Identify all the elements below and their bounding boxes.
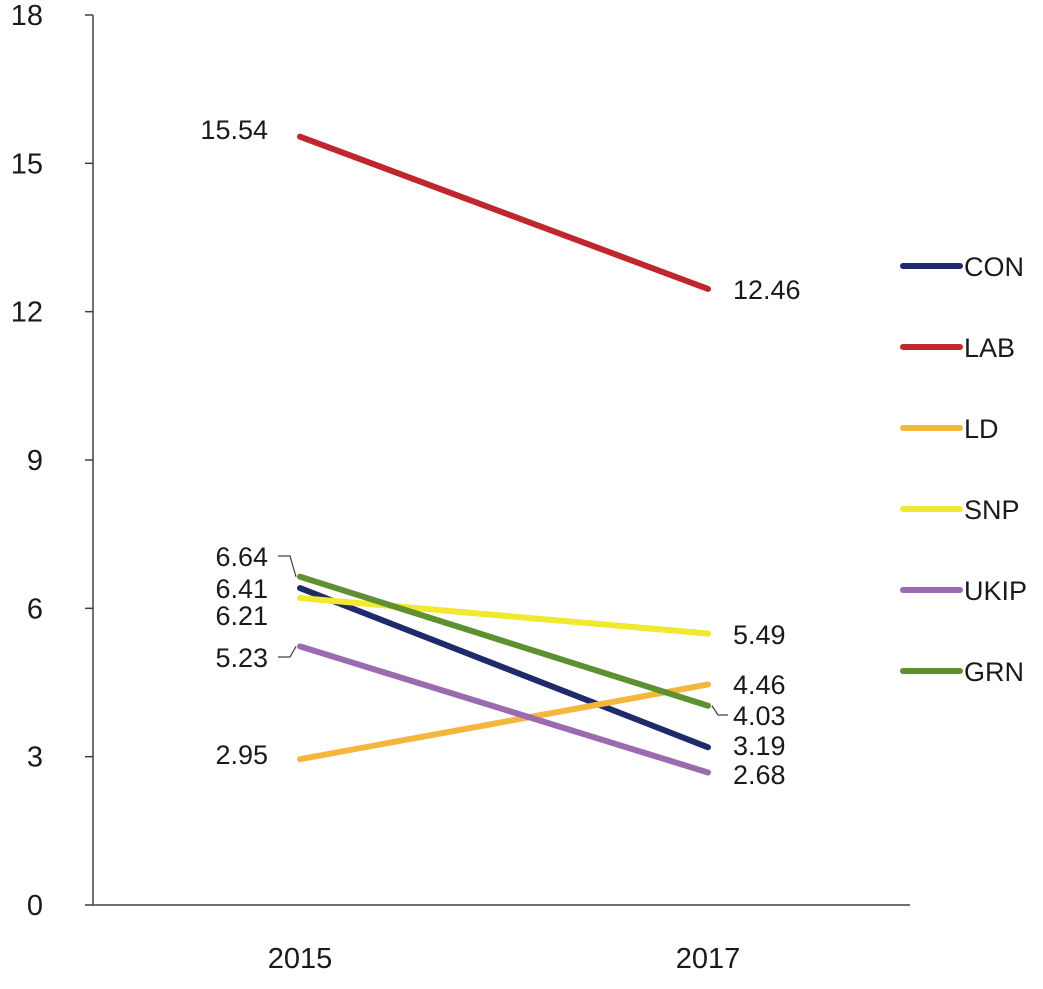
legend-label-ld: LD: [964, 414, 999, 444]
y-tick-label: 0: [27, 890, 43, 922]
y-tick-label: 15: [11, 148, 43, 180]
data-label-con-2017: 3.19: [733, 731, 786, 761]
legend: CON LAB LD SNP UKIP GRN: [900, 252, 1027, 687]
series-layer: [297, 133, 711, 776]
x-tick-label: 2017: [676, 943, 741, 975]
data-label-grn-2017: 4.03: [733, 701, 786, 731]
legend-label-ukip: UKIP: [964, 576, 1027, 606]
data-label-ld-2017: 4.46: [733, 670, 786, 700]
series-line-snp: [297, 594, 711, 637]
data-label-con-2015: 6.41: [215, 574, 268, 604]
label-leader-ukip-2015: [278, 646, 297, 658]
axes: 0 3 6 9 12 15 18 2015 2017: [11, 0, 910, 975]
data-label-ld-2015: 2.95: [215, 740, 268, 770]
data-labels: 6.41 3.19 15.54 12.46 2.95 4.46 6.21 5.49 5.23 2.…: [200, 115, 800, 790]
label-leader-grn-2015: [278, 555, 297, 577]
series-line-lab: [297, 133, 711, 292]
y-tick-label: 3: [27, 742, 43, 774]
legend-label-snp: SNP: [964, 495, 1020, 525]
series-line-ld: [297, 681, 711, 763]
y-tick-label: 18: [11, 0, 43, 32]
legend-label-lab: LAB: [964, 333, 1015, 363]
data-label-snp-2015: 6.21: [215, 601, 268, 631]
y-tick-label: 12: [11, 297, 43, 329]
x-tick-label: 2015: [268, 943, 333, 975]
series-line-ukip: [297, 643, 711, 776]
data-label-ukip-2017: 2.68: [733, 760, 786, 790]
data-label-snp-2017: 5.49: [733, 620, 786, 650]
data-label-grn-2015: 6.64: [215, 542, 268, 572]
legend-label-grn: GRN: [964, 657, 1024, 687]
data-label-lab-2015: 15.54: [200, 115, 268, 145]
legend-label-con: CON: [964, 252, 1024, 282]
series-line-grn: [297, 573, 711, 709]
data-label-lab-2017: 12.46: [733, 275, 801, 305]
series-line-con: [297, 585, 711, 751]
y-tick-label: 6: [27, 593, 43, 625]
y-tick-label: 9: [27, 445, 43, 477]
label-leader-grn-2017: [711, 705, 728, 716]
data-label-ukip-2015: 5.23: [215, 643, 268, 673]
